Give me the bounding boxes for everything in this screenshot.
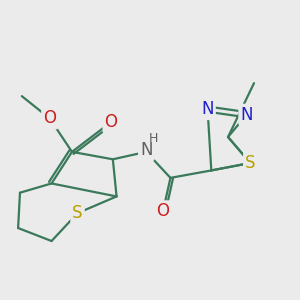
- Text: N: N: [140, 141, 152, 159]
- Text: N: N: [201, 100, 214, 118]
- Text: O: O: [43, 110, 56, 128]
- Text: S: S: [72, 204, 83, 222]
- Text: H: H: [148, 132, 158, 146]
- Text: N: N: [240, 106, 253, 124]
- Text: O: O: [104, 113, 118, 131]
- Text: S: S: [245, 154, 256, 172]
- Text: O: O: [157, 202, 169, 220]
